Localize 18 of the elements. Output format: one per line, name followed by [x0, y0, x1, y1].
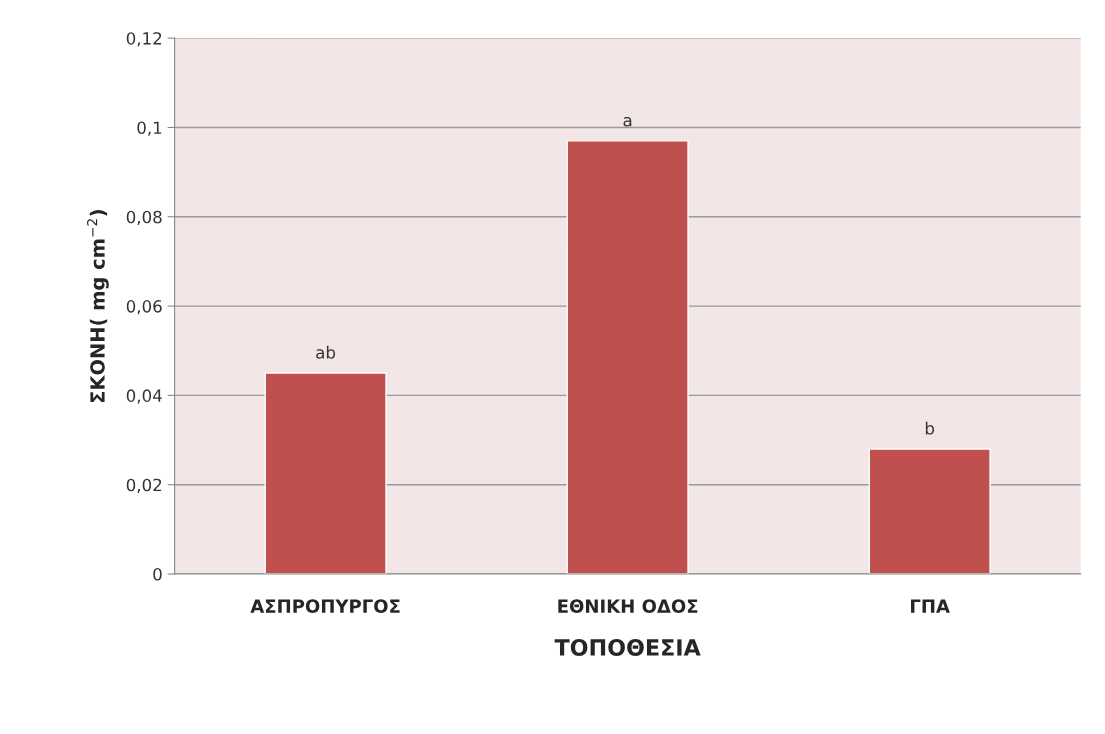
- y-tick-label: 0,06: [126, 300, 162, 315]
- x-tick-label: ΑΣΠΡΟΠΥΡΓΟΣ: [250, 599, 400, 613]
- y-tick-label: 0,02: [126, 478, 162, 493]
- bar: [566, 140, 689, 574]
- x-axis-title: ΤΟΠΟΘΕΣΙΑ: [554, 639, 701, 656]
- bar: [264, 372, 387, 574]
- y-tick-label: 0: [153, 567, 162, 581]
- y-tick-label: 0,1: [137, 121, 162, 136]
- y-tick-label: 0,12: [126, 32, 162, 47]
- annotation: b: [925, 421, 935, 435]
- y-axis-title: ΣΚΟΝΗ( mg cm$^{−2}$): [87, 210, 109, 403]
- y-tick-label: 0,08: [126, 210, 162, 226]
- x-tick-label: ΕΘΝΙΚΗ ΟΔΟΣ: [558, 599, 698, 613]
- bar: [868, 448, 991, 574]
- annotation: a: [623, 116, 632, 127]
- y-tick-label: 0,04: [126, 389, 162, 404]
- x-tick-label: ΓΠΑ: [911, 599, 950, 613]
- annotation: ab: [316, 345, 336, 359]
